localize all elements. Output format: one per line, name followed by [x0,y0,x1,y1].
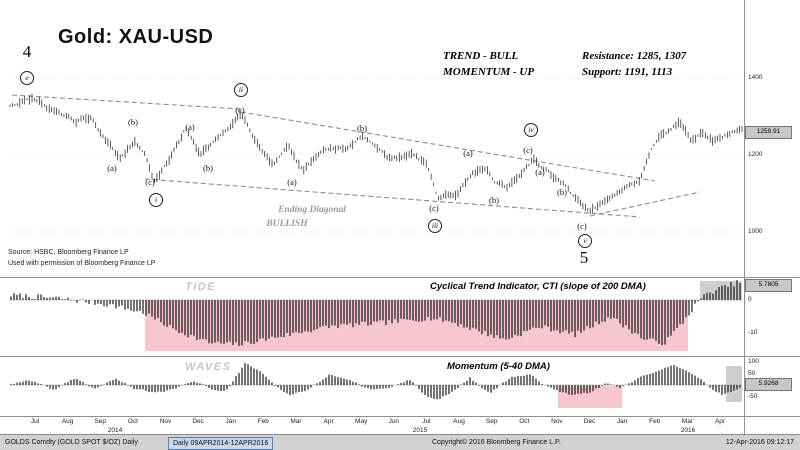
tide-panel-name: TIDE [185,281,217,293]
tide-indicator-canvas [10,280,742,351]
axis-tick-label: 1000 [748,228,763,235]
source-attribution: Source: HSBC, Bloomberg Finance LP Used … [8,247,155,269]
price-chart-canvas [9,77,743,233]
resistance-label: Resistance: 1285, 1307 [582,50,687,62]
page-title: Gold: XAU-USD [58,26,214,48]
month-tick-label: Aug [453,418,465,425]
month-tick-label: Nov [159,418,172,425]
trend-label: TREND - BULL [443,50,519,62]
date-range-field[interactable]: Daily 09APR2014-12APR2016 [168,436,274,450]
month-tick-label: Sep [485,418,498,425]
axis-tick-label: -50 [748,392,758,400]
waves-indicator-canvas [10,363,742,408]
tide-last-value-badge: 5.7805 [745,278,792,292]
month-tick-label: Jan [225,418,236,425]
panel-divider [0,356,800,357]
month-tick-label: Dec [583,418,596,425]
month-tick-label: Nov [551,418,563,425]
ticker-description: GOLDS Comdty (GOLD SPOT $/OZ) Daily [5,439,138,446]
month-tick-label: Sep [94,418,107,425]
month-tick-label: Oct [127,418,138,425]
axis-spine [744,0,745,434]
axis-tick-label: 100 [748,358,759,365]
month-tick-label: Jul [422,418,431,425]
month-tick-label: May [355,418,368,425]
source-line: Source: HSBC, Bloomberg Finance LP [8,249,129,256]
levels-annotation-block: Resistance: 1285, 1307 Support: 1191, 11… [582,48,686,80]
axis-tick-label: -10 [748,329,758,336]
axis-tick-label: 0 [748,296,752,303]
year-tick-label: 2016 [680,427,696,434]
momentum-label: MOMENTUM - UP [443,66,535,78]
panel-divider [0,277,800,278]
month-tick-label: Apr [323,418,334,425]
year-tick-label: 2015 [412,427,428,434]
status-datetime: 12-Apr-2016 09:12:17 [725,439,794,446]
month-tick-label: Jul [30,418,40,425]
tide-panel-title: Cyclical Trend Indicator, CTI (slope of … [430,281,646,292]
month-tick-label: Feb [257,418,269,425]
year-tick-label: 2014 [107,427,123,434]
month-tick-label: Oct [519,418,530,425]
waves-last-value-badge: 5.9268 [745,377,792,391]
month-tick-label: Apr [714,418,726,425]
permission-line: Used with permission of Bloomberg Financ… [8,260,156,267]
axis-tick-label: 1400 [748,74,763,81]
month-tick-label: Dec [192,418,204,425]
copyright-text: Copyright© 2016 Bloomberg Finance L.P. [432,439,561,446]
status-bar: GOLDS Comdty (GOLD SPOT $/OZ) Daily Dail… [0,434,800,450]
month-tick-label: Aug [61,418,74,425]
panel-divider [0,416,800,417]
month-tick-label: Mar [681,418,693,425]
trend-annotation-block: TREND - BULL MOMENTUM - UP [443,48,534,80]
waves-panel-title: Momentum (5-40 DMA) [447,361,550,372]
axis-tick-label: 1200 [748,151,763,158]
axis-tick-label: 50 [748,369,756,377]
month-tick-label: Mar [290,418,302,425]
month-tick-label: Jun [388,418,400,425]
support-label: Support: 1191, 1113 [582,66,673,78]
month-tick-label: Jan [616,418,628,425]
waves-panel-name: WAVES [185,361,232,373]
price-last-value-badge: 1259.91 [745,125,792,139]
month-tick-label: Feb [649,418,661,425]
